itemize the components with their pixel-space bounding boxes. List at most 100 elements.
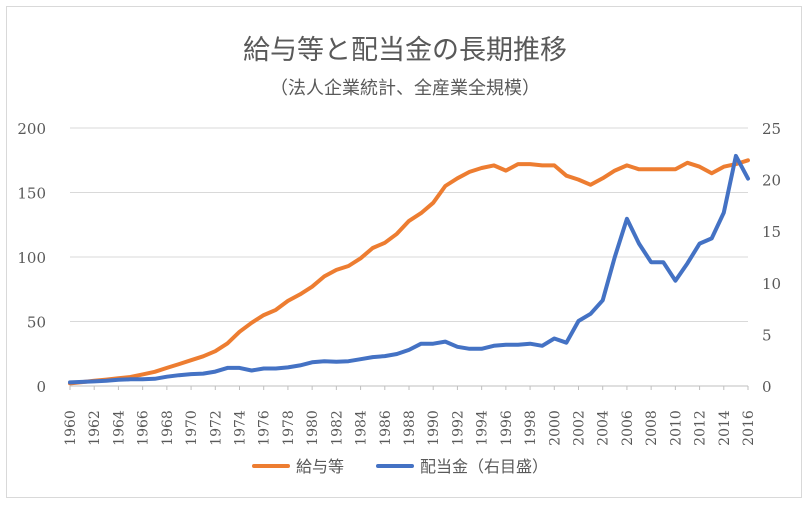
x-tick-label: 1988 (402, 410, 418, 446)
data-point (516, 343, 520, 347)
x-tick-label: 2000 (547, 410, 563, 446)
data-point (528, 162, 532, 166)
data-point (383, 241, 387, 245)
data-point (238, 366, 241, 370)
data-point (407, 219, 411, 223)
data-point (625, 163, 629, 167)
data-point (201, 354, 205, 358)
data-point (637, 167, 641, 171)
data-point (310, 360, 314, 364)
data-point (661, 260, 665, 264)
data-point (201, 372, 205, 376)
legend-label: 配当金（右目盛） (420, 457, 548, 476)
legend: 給与等 配当金（右目盛） (252, 457, 548, 476)
data-point (564, 174, 568, 178)
x-tick-label: 2006 (620, 410, 636, 446)
data-point (262, 366, 266, 370)
x-tick-label: 2012 (693, 410, 709, 446)
data-point (213, 370, 217, 374)
data-point (419, 342, 423, 346)
x-tick-label: 2004 (596, 410, 612, 446)
data-point (480, 347, 484, 351)
chart-subtitle: （法人企業統計、全産業全規模） (270, 78, 540, 99)
data-point (383, 354, 387, 358)
gridlines (70, 127, 748, 387)
data-point (746, 158, 750, 162)
data-point (359, 256, 363, 260)
data-point (504, 343, 508, 347)
data-point (189, 358, 193, 362)
data-point (165, 375, 169, 379)
data-point (552, 163, 556, 167)
chart-frame (6, 6, 802, 498)
data-point (431, 201, 435, 205)
data-point (141, 372, 145, 376)
data-point (480, 166, 484, 170)
right-tick-label: 10 (762, 275, 781, 293)
x-tick-label: 2016 (741, 410, 757, 446)
left-tick-label: 100 (17, 249, 46, 267)
data-point (601, 298, 605, 302)
data-point (468, 170, 472, 174)
data-point (637, 242, 641, 246)
series-layer (68, 153, 750, 386)
data-point (443, 184, 447, 188)
data-point (92, 379, 96, 383)
x-axis-ticks: 1960 1962 1964 1966 1968 1970 1972 1974 1976 1978… (63, 386, 757, 446)
data-point (613, 255, 617, 259)
data-point (722, 211, 726, 215)
right-tick-label: 25 (762, 120, 781, 138)
data-point (492, 344, 496, 348)
right-tick-label: 15 (762, 223, 781, 241)
x-tick-label: 1966 (136, 410, 152, 446)
data-point (250, 369, 254, 373)
data-point (746, 177, 750, 181)
x-tick-label: 1994 (475, 410, 491, 446)
data-point (468, 347, 472, 351)
x-tick-label: 1972 (208, 410, 224, 446)
data-point (552, 337, 556, 341)
data-point (516, 162, 520, 166)
data-point (419, 211, 423, 215)
data-point (153, 370, 157, 374)
data-point (80, 380, 84, 384)
data-point (395, 232, 399, 236)
data-point (698, 165, 702, 169)
data-point (177, 373, 181, 377)
x-tick-label: 1968 (160, 410, 176, 446)
left-tick-label: 0 (36, 378, 46, 396)
data-point (589, 312, 593, 316)
data-point (577, 319, 580, 323)
x-tick-label: 1974 (233, 410, 249, 446)
data-point (455, 176, 459, 180)
data-point (540, 344, 544, 348)
data-point (129, 377, 133, 381)
data-point (322, 274, 326, 278)
data-point (407, 348, 411, 352)
data-point (274, 308, 278, 312)
data-point (528, 342, 532, 346)
x-tick-label: 1964 (111, 410, 127, 446)
x-tick-label: 2014 (717, 410, 733, 446)
x-tick-label: 1984 (354, 410, 370, 446)
data-point (673, 279, 677, 283)
data-point (443, 340, 447, 344)
data-point (673, 167, 677, 171)
data-point (577, 178, 580, 182)
data-point (334, 268, 338, 272)
x-tick-label: 1982 (329, 410, 345, 446)
data-point (153, 377, 157, 381)
x-tick-label: 1980 (305, 410, 321, 446)
x-tick-label: 1990 (426, 410, 442, 446)
data-point (734, 154, 738, 158)
data-point (431, 342, 435, 346)
x-tick-label: 1996 (499, 410, 515, 446)
data-point (334, 360, 338, 364)
data-point (589, 183, 593, 187)
right-tick-label: 20 (762, 172, 781, 190)
data-point (540, 163, 544, 167)
left-tick-label: 150 (17, 185, 46, 203)
data-point (286, 299, 290, 303)
data-point (225, 341, 229, 345)
